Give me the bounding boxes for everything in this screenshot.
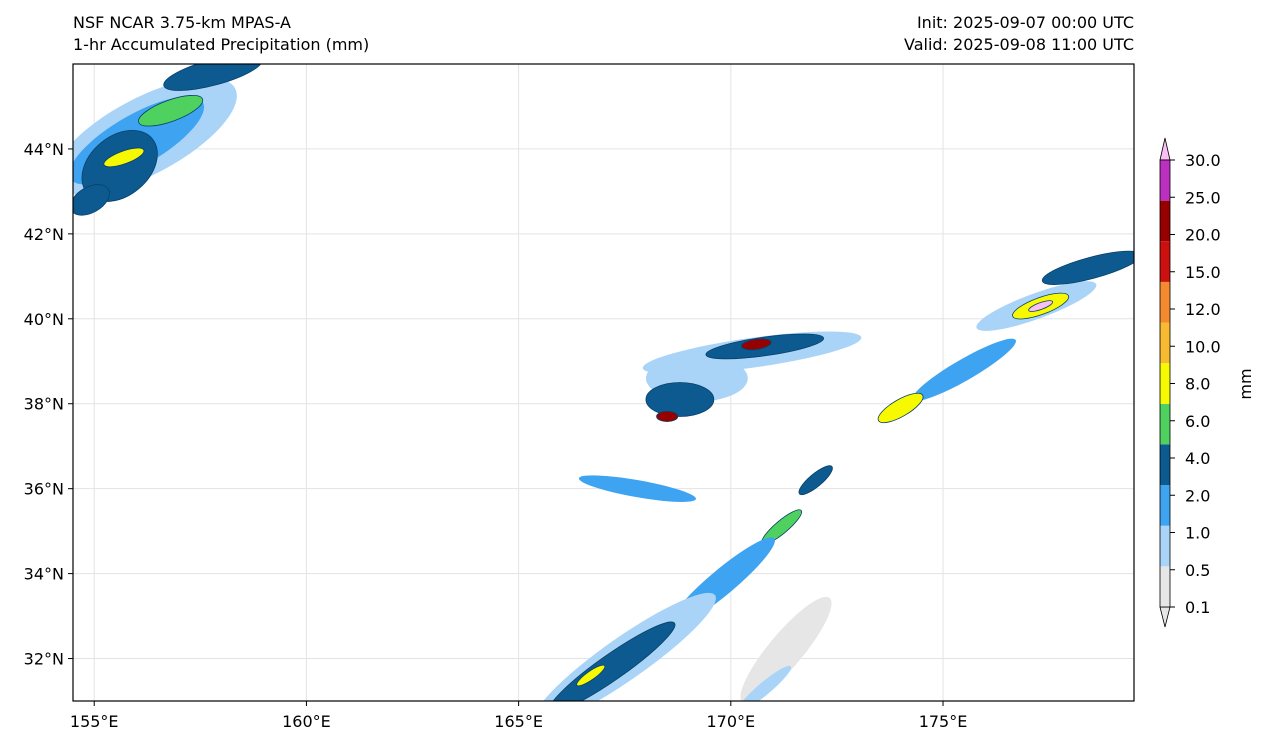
model-name: NSF NCAR 3.75-km MPAS-A (73, 13, 291, 32)
colorbar-bin (1160, 485, 1170, 526)
colorbar-level-label: 0.5 (1185, 561, 1210, 580)
colorbar: 0.1 0.5 1.0 2.0 4.0 6.0 8.0 10.0 12.0 15.0 20.0 25.… (1159, 137, 1255, 628)
colorbar-bin (1160, 281, 1170, 323)
colorbar-extend-low (1159, 606, 1171, 628)
colorbar-level-label: 12.0 (1185, 300, 1221, 319)
precip-cell (548, 621, 676, 701)
precipitation-field (73, 64, 1134, 701)
precip-cell (103, 147, 145, 168)
lat-tick-label: 42°N (24, 225, 64, 244)
colorbar-unit-label: mm (1236, 368, 1255, 399)
lat-tick-label: 40°N (24, 310, 64, 329)
precip-cell (576, 664, 606, 687)
colorbar-level-label: 20.0 (1185, 226, 1221, 245)
colorbar-level-label: 30.0 (1185, 151, 1221, 170)
lat-tick-label: 34°N (24, 565, 64, 584)
precip-cell (740, 596, 832, 701)
precip-cell (578, 475, 696, 502)
colorbar-level-label: 4.0 (1185, 449, 1210, 468)
colorbar-bin (1160, 200, 1170, 242)
precip-cell (741, 338, 772, 351)
precip-cell (163, 64, 263, 91)
precip-cell (912, 338, 1016, 401)
lat-tick-label: 32°N (24, 650, 64, 669)
precip-cell (738, 665, 792, 701)
colorbar-extend-high (1159, 137, 1171, 161)
colorbar-bin (1160, 322, 1170, 364)
map-frame (72, 63, 1135, 702)
colorbar-bin (1160, 566, 1170, 607)
lon-tick-label: 155°E (70, 712, 119, 731)
colorbar-level-label: 25.0 (1185, 188, 1221, 207)
colorbar-level-label: 10.0 (1185, 337, 1221, 356)
precip-cell (73, 184, 110, 216)
map-header-left: NSF NCAR 3.75-km MPAS-A 1-hr Accumulated… (73, 12, 369, 56)
field-name: 1-hr Accumulated Precipitation (mm) (73, 35, 370, 54)
colorbar-bin (1160, 160, 1170, 201)
precip-cell (798, 465, 833, 496)
lon-tick-label: 160°E (282, 712, 331, 731)
lat-axis: 44°N 42°N 40°N 38°N 36°N 34°N 32°N (24, 140, 73, 669)
lat-tick-label: 36°N (24, 480, 64, 499)
precip-cell (645, 382, 715, 417)
precip-cell (656, 410, 679, 422)
colorbar-level-label: 0.1 (1185, 598, 1210, 617)
colorbar-bin (1160, 403, 1170, 445)
lat-tick-label: 38°N (24, 395, 64, 414)
valid-time: Valid: 2025-09-08 11:00 UTC (903, 35, 1134, 54)
init-time: Init: 2025-09-07 00:00 UTC (916, 13, 1134, 32)
gridlines (73, 64, 1134, 701)
colorbar-bin (1160, 525, 1170, 567)
lon-axis: 155°E 160°E 165°E 170°E 175°E (70, 701, 967, 731)
colorbar-level-label: 1.0 (1185, 524, 1210, 543)
colorbar-bin (1160, 444, 1170, 486)
lon-tick-label: 170°E (706, 712, 755, 731)
precip-cell (1028, 300, 1054, 312)
colorbar-bin (1160, 363, 1170, 404)
precip-cell (138, 95, 204, 127)
precip-cell (877, 392, 924, 424)
colorbar-level-label: 6.0 (1185, 412, 1210, 431)
map-header-right: Init: 2025-09-07 00:00 UTC Valid: 2025-0… (904, 12, 1134, 56)
lon-tick-label: 165°E (494, 712, 543, 731)
colorbar-level-label: 8.0 (1185, 375, 1210, 394)
precip-cell (1041, 250, 1134, 285)
colorbar-level-label: 2.0 (1185, 486, 1210, 505)
lon-tick-label: 175°E (919, 712, 968, 731)
colorbar-level-label: 15.0 (1185, 263, 1221, 282)
colorbar-bin (1160, 241, 1170, 282)
lat-tick-label: 44°N (24, 140, 64, 159)
